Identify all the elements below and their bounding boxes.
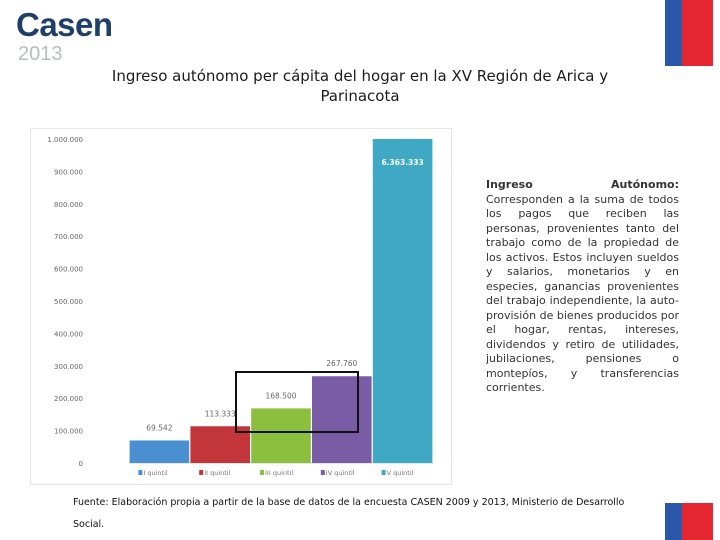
legend-label: III quintil — [265, 469, 293, 477]
y-tick-label: 0 — [79, 460, 83, 468]
data-label: 113.333 — [205, 409, 236, 418]
definition-text: Ingreso Autónomo: Corresponden a la suma… — [486, 178, 679, 396]
y-tick-label: 700.000 — [54, 233, 83, 241]
bar — [372, 139, 433, 463]
legend-label: V quintil — [387, 469, 414, 477]
bar — [129, 440, 190, 463]
data-label: 267.760 — [326, 359, 357, 368]
slide-title: Ingreso autónomo per cápita del hogar en… — [111, 67, 609, 105]
flag-red-stripe — [682, 503, 713, 540]
chile-flag-top — [665, 0, 713, 66]
flag-blue-stripe — [665, 503, 682, 540]
data-label: 69.542 — [146, 423, 172, 432]
bar — [251, 408, 311, 463]
casen-logo-name: Casen — [16, 6, 113, 43]
legend-label: IV quintil — [326, 469, 355, 477]
flag-red-stripe — [682, 0, 713, 66]
definition-term: Ingreso Autónomo: — [486, 178, 679, 191]
chile-flag-bottom — [665, 503, 713, 540]
y-tick-label: 800.000 — [54, 201, 83, 209]
legend-swatch — [199, 470, 204, 475]
legend-swatch — [320, 470, 325, 475]
y-tick-label: 600.000 — [54, 266, 83, 274]
casen-logo-year: 2013 — [18, 43, 63, 65]
highlight-box — [235, 371, 359, 433]
data-label: 168.500 — [265, 391, 296, 400]
y-tick-label: 500.000 — [54, 298, 83, 306]
flag-blue-stripe — [665, 0, 682, 66]
y-tick-label: 200.000 — [54, 395, 83, 403]
definition-body: Corresponden a la suma de todos los pago… — [486, 192, 679, 395]
legend-swatch — [260, 470, 264, 475]
source-note: Fuente: Elaboración propia a partir de l… — [73, 497, 625, 530]
chart-frame: 0 100.000 200.000 300.000 400.000 500.000 600.… — [30, 128, 452, 485]
legend-swatch — [138, 470, 143, 475]
y-tick-label: 300.000 — [54, 363, 83, 371]
y-tick-label: 1.000.000 — [47, 136, 83, 144]
data-label: 6.363.333 — [381, 158, 423, 167]
legend-label: I quintil — [143, 469, 168, 477]
y-tick-label: 100.000 — [54, 428, 83, 436]
y-tick-label: 400.000 — [54, 330, 83, 338]
legend-label: II quintil — [204, 469, 230, 477]
y-tick-label: 900.000 — [54, 168, 83, 176]
legend-swatch — [381, 470, 386, 475]
bar — [312, 376, 372, 463]
